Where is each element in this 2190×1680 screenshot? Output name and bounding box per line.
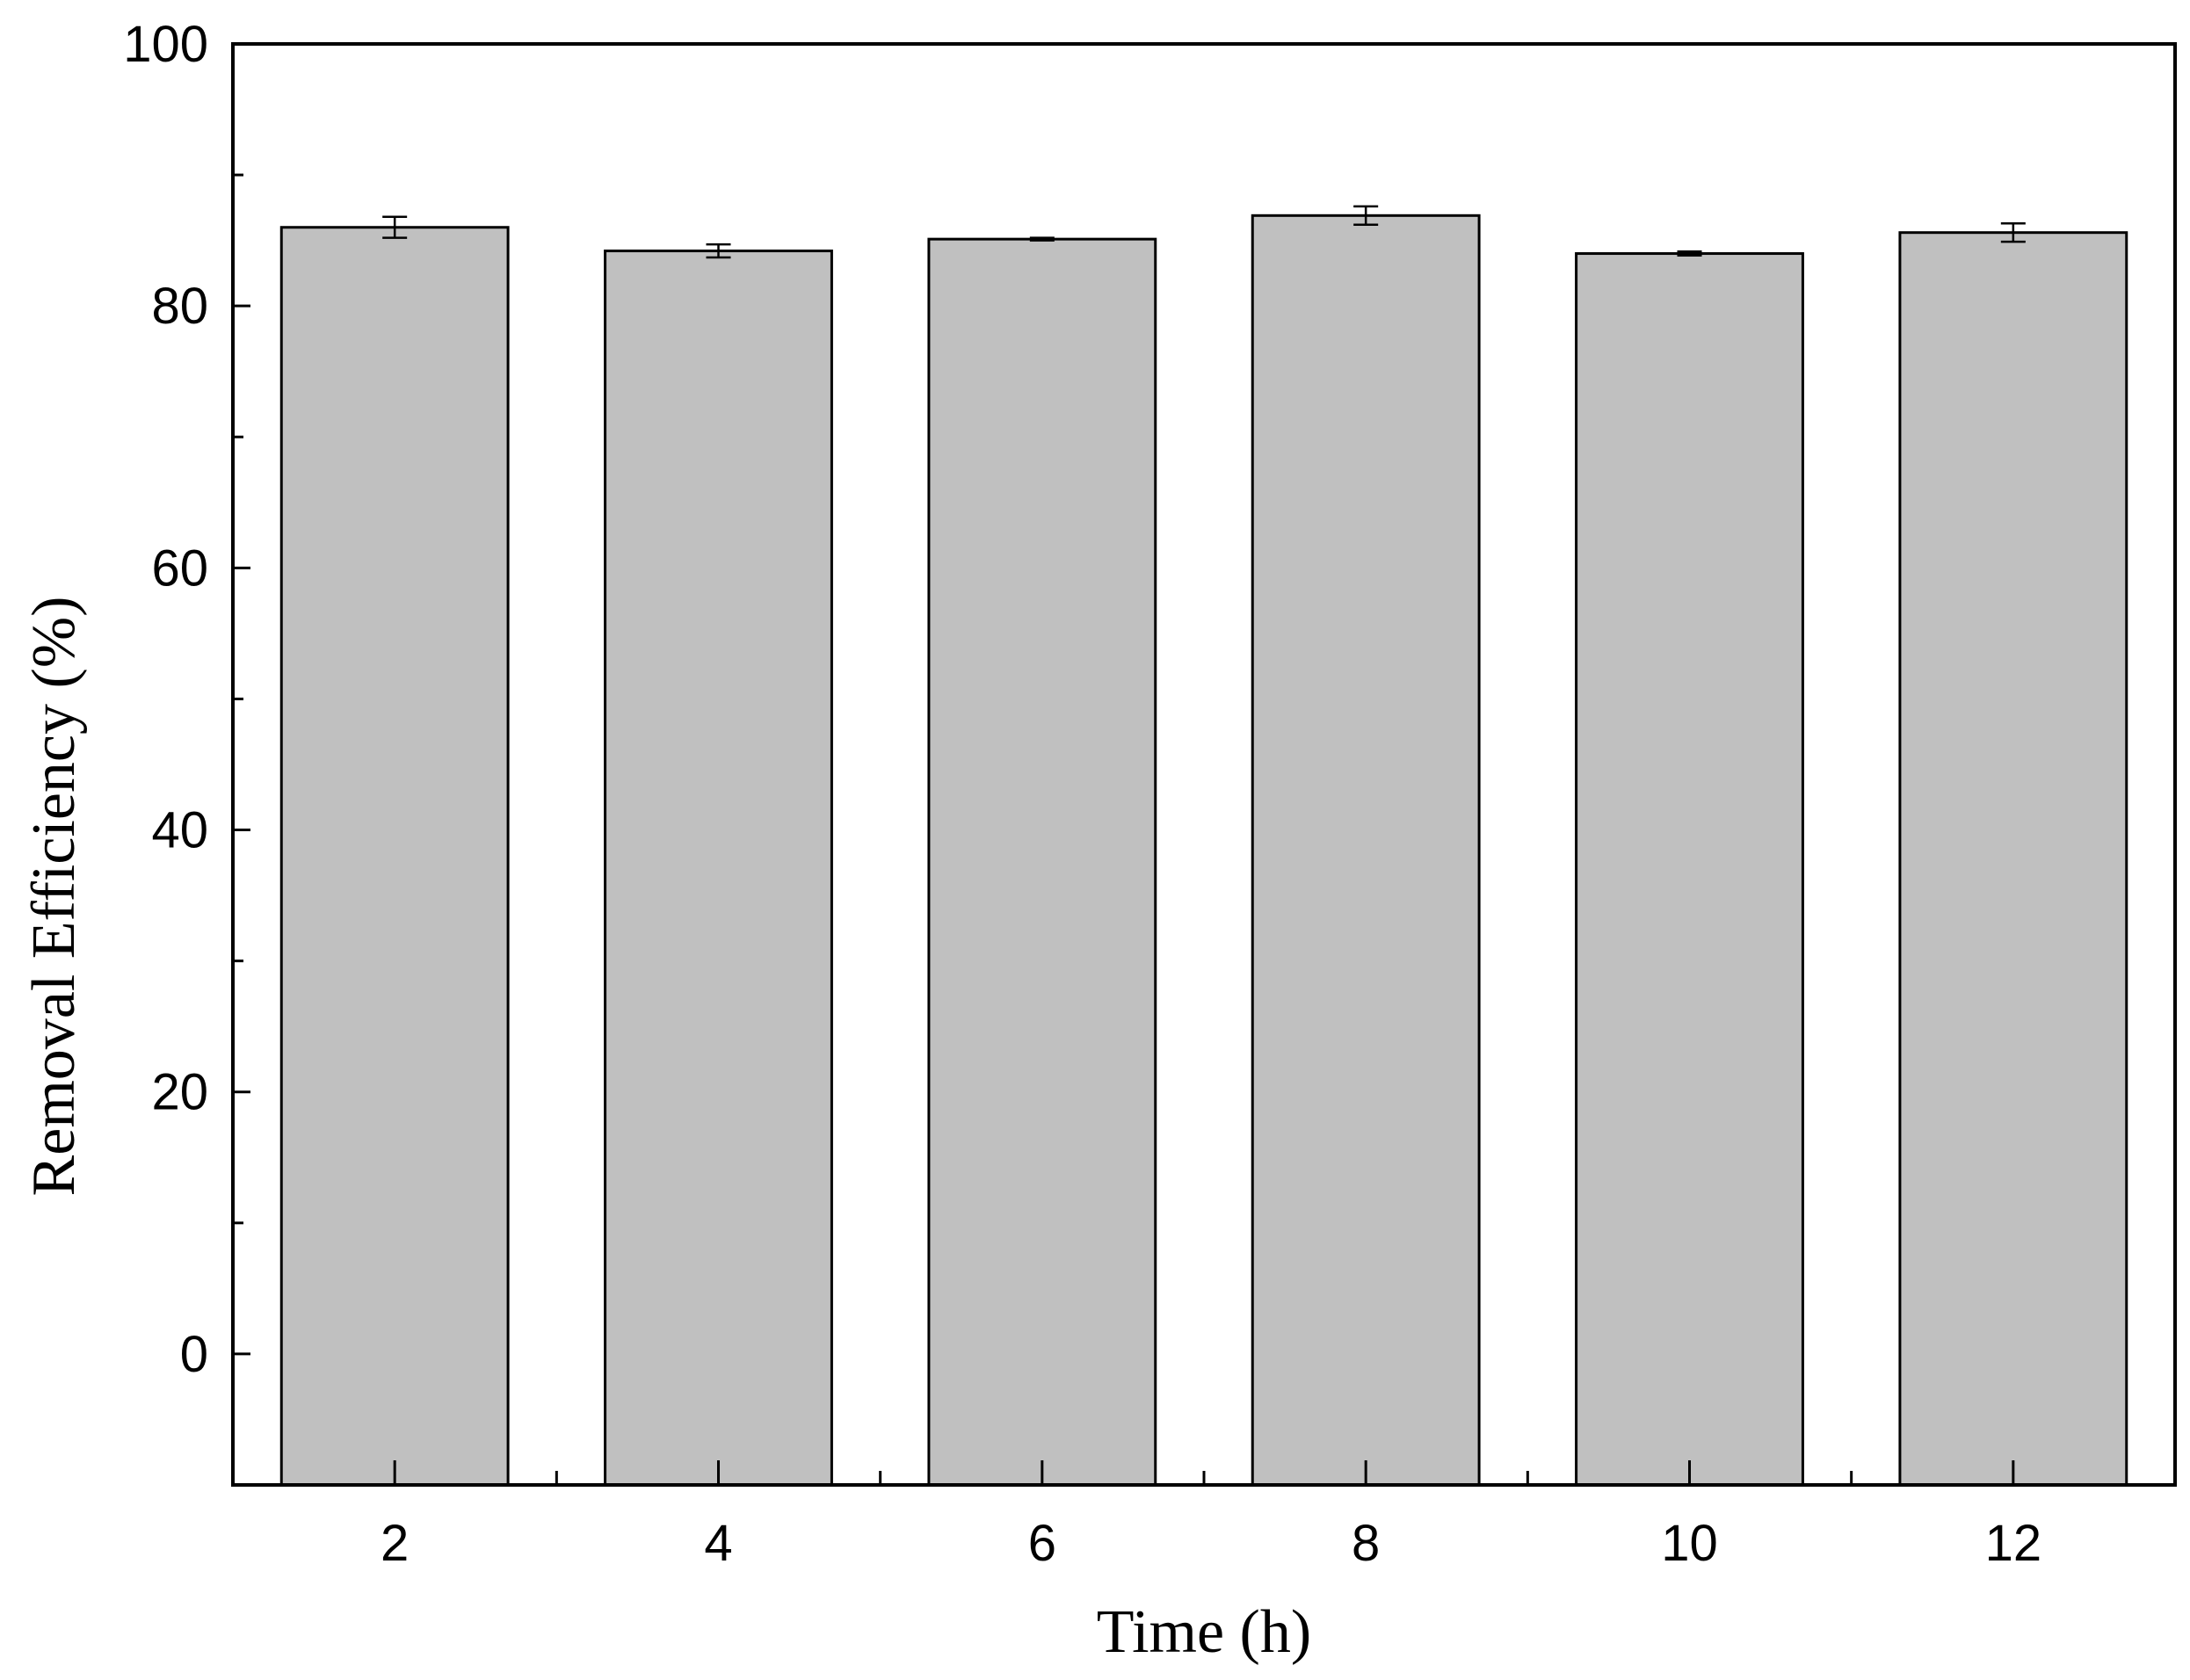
x-tick-label-10: 10 (1661, 1515, 1718, 1572)
x-tick-label-12: 12 (1985, 1515, 2042, 1572)
x-tick-label-2: 2 (381, 1515, 409, 1572)
error-bar-8 (1353, 205, 1379, 226)
error-bar-2 (382, 215, 408, 239)
y-tick-label-0: 0 (180, 1326, 208, 1383)
bar-4 (604, 250, 833, 1487)
bars-layer (279, 214, 2128, 1487)
x-tick-label-4: 4 (704, 1515, 732, 1572)
error-bar-6 (1029, 236, 1055, 242)
ticks-layer (233, 42, 2015, 1487)
y-tick-label-20: 20 (151, 1064, 208, 1121)
y-axis-title: Removal Efficiency (%) (20, 597, 88, 1197)
x-tick-label-6: 6 (1028, 1515, 1056, 1572)
bar-10 (1575, 252, 1804, 1487)
error-bar-4 (706, 243, 731, 259)
y-tick-label-100: 100 (123, 16, 208, 73)
bar-12 (1898, 231, 2128, 1487)
y-tick-label-80: 80 (151, 278, 208, 335)
bar-2 (279, 226, 510, 1487)
error-bar-10 (1677, 250, 1702, 257)
x-tick-label-8: 8 (1352, 1515, 1380, 1572)
tick-labels-layer: 0 20 40 60 80 100 2 4 6 8 10 12 (123, 16, 2041, 1572)
y-tick-label-60: 60 (151, 539, 208, 597)
y-tick-label-40: 40 (151, 802, 208, 859)
x-axis-title: Time (h) (1097, 1598, 1311, 1666)
error-bars-layer (382, 205, 2026, 259)
error-bar-12 (2000, 222, 2026, 243)
plot-background (233, 44, 2175, 1485)
bar-6 (927, 237, 1157, 1487)
bar-8 (1251, 214, 1481, 1487)
